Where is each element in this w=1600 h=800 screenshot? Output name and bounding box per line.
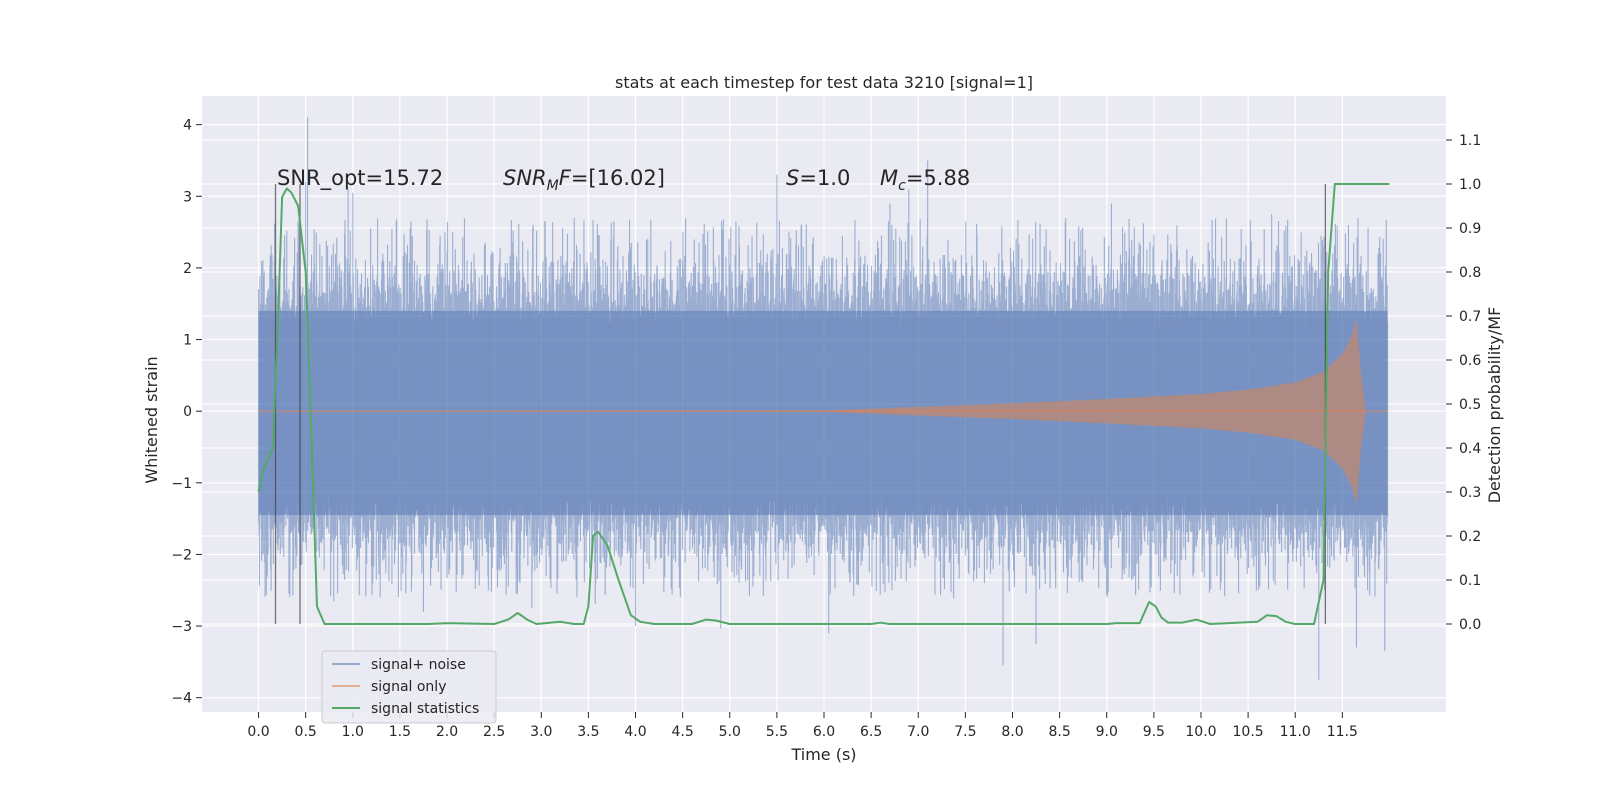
x-tick-label: 1.5 <box>389 724 411 740</box>
signal-only-series <box>258 318 1388 505</box>
y2-tick-label: 0.4 <box>1459 441 1481 457</box>
legend-label-signal-statistics: signal statistics <box>371 701 479 717</box>
y-tick-label: 0 <box>183 404 192 420</box>
annotation-mc: Mc=5.88 <box>880 166 970 194</box>
y2-tick-label: 0.2 <box>1459 529 1481 545</box>
x-tick-label: 6.5 <box>860 724 882 740</box>
x-tick-label: 4.5 <box>672 724 694 740</box>
y2-tick-label: 0.5 <box>1459 397 1481 413</box>
snr-mf-rest: =[16.02] <box>571 166 665 190</box>
x-axis-ticks: 0.0 0.5 1.0 1.5 2.0 2.5 3.0 3.5 4.0 4.5 5.0 5.5 6.0 6… <box>247 712 1358 740</box>
y-axis-ticks: −4 −3 −2 −1 0 1 2 3 4 <box>171 118 202 707</box>
x-axis-label: Time (s) <box>790 745 856 764</box>
y2-tick-label: 0.0 <box>1459 617 1481 633</box>
y-tick-label: −1 <box>171 476 192 492</box>
y2-tick-label: 0.9 <box>1459 221 1481 237</box>
x-tick-label: 3.5 <box>577 724 599 740</box>
s-var: S <box>786 166 799 190</box>
annotation-snr-mf: SNRMF=[16.02] <box>503 166 665 194</box>
x-tick-label: 0.0 <box>247 724 269 740</box>
y2-tick-label: 0.7 <box>1459 309 1481 325</box>
y2-axis-label: Detection probability/MF <box>1485 307 1504 504</box>
y2-axis-ticks: 0.0 0.1 0.2 0.3 0.4 0.5 0.6 0.7 0.8 0.9 1.0 1.1 <box>1446 133 1481 633</box>
x-tick-label: 1.0 <box>342 724 364 740</box>
x-tick-label: 3.0 <box>530 724 552 740</box>
y-tick-label: 3 <box>183 189 192 205</box>
y-tick-label: 2 <box>183 261 192 277</box>
x-tick-label: 10.5 <box>1233 724 1264 740</box>
x-tick-label: 9.5 <box>1143 724 1165 740</box>
x-tick-label: 0.5 <box>295 724 317 740</box>
signal-statistics-series <box>257 183 1390 625</box>
y-tick-label: −3 <box>171 619 192 635</box>
x-tick-label: 11.0 <box>1280 724 1311 740</box>
y-tick-label: −2 <box>171 547 192 563</box>
x-tick-label: 6.0 <box>813 724 835 740</box>
s-val: =1.0 <box>799 166 850 190</box>
x-tick-label: 5.0 <box>719 724 741 740</box>
x-tick-label: 2.5 <box>483 724 505 740</box>
y-tick-label: 1 <box>183 333 192 349</box>
x-tick-label: 8.0 <box>1001 724 1023 740</box>
x-tick-label: 4.0 <box>624 724 646 740</box>
y2-tick-label: 0.1 <box>1459 573 1481 589</box>
legend: signal+ noise signal only signal statist… <box>321 650 497 724</box>
x-tick-label: 2.0 <box>436 724 458 740</box>
x-tick-label: 7.0 <box>907 724 929 740</box>
y2-tick-label: 0.6 <box>1459 353 1481 369</box>
snr-mf-rest-var: F <box>559 166 572 190</box>
chart-title: stats at each timestep for test data 321… <box>615 73 1033 92</box>
snr-mf-sub: M <box>547 178 559 194</box>
x-tick-label: 7.5 <box>954 724 976 740</box>
legend-box <box>321 650 497 724</box>
y2-tick-label: 1.0 <box>1459 177 1481 193</box>
mc-sub: c <box>898 178 906 194</box>
x-tick-label: 10.0 <box>1185 724 1216 740</box>
y2-tick-label: 1.1 <box>1459 133 1481 149</box>
y-tick-label: 4 <box>183 118 192 134</box>
x-tick-label: 11.5 <box>1327 724 1358 740</box>
legend-label-signal-only: signal only <box>371 679 446 695</box>
x-tick-label: 5.5 <box>766 724 788 740</box>
legend-label-signal-noise: signal+ noise <box>371 657 466 673</box>
mc-val: =5.88 <box>906 166 970 190</box>
y2-tick-label: 0.3 <box>1459 485 1481 501</box>
x-tick-label: 9.0 <box>1096 724 1118 740</box>
mc-var: M <box>880 166 898 190</box>
signal-statistics-line <box>257 183 1390 625</box>
annotation-s: S=1.0 <box>786 166 850 190</box>
x-tick-label: 8.5 <box>1048 724 1070 740</box>
annotation-snr-opt: SNR_opt=15.72 <box>277 166 443 191</box>
snr-mf-base: SNR <box>503 166 547 190</box>
y-axis-label: Whitened strain <box>142 356 161 483</box>
y2-tick-label: 0.8 <box>1459 265 1481 281</box>
y-tick-label: −4 <box>171 691 192 707</box>
